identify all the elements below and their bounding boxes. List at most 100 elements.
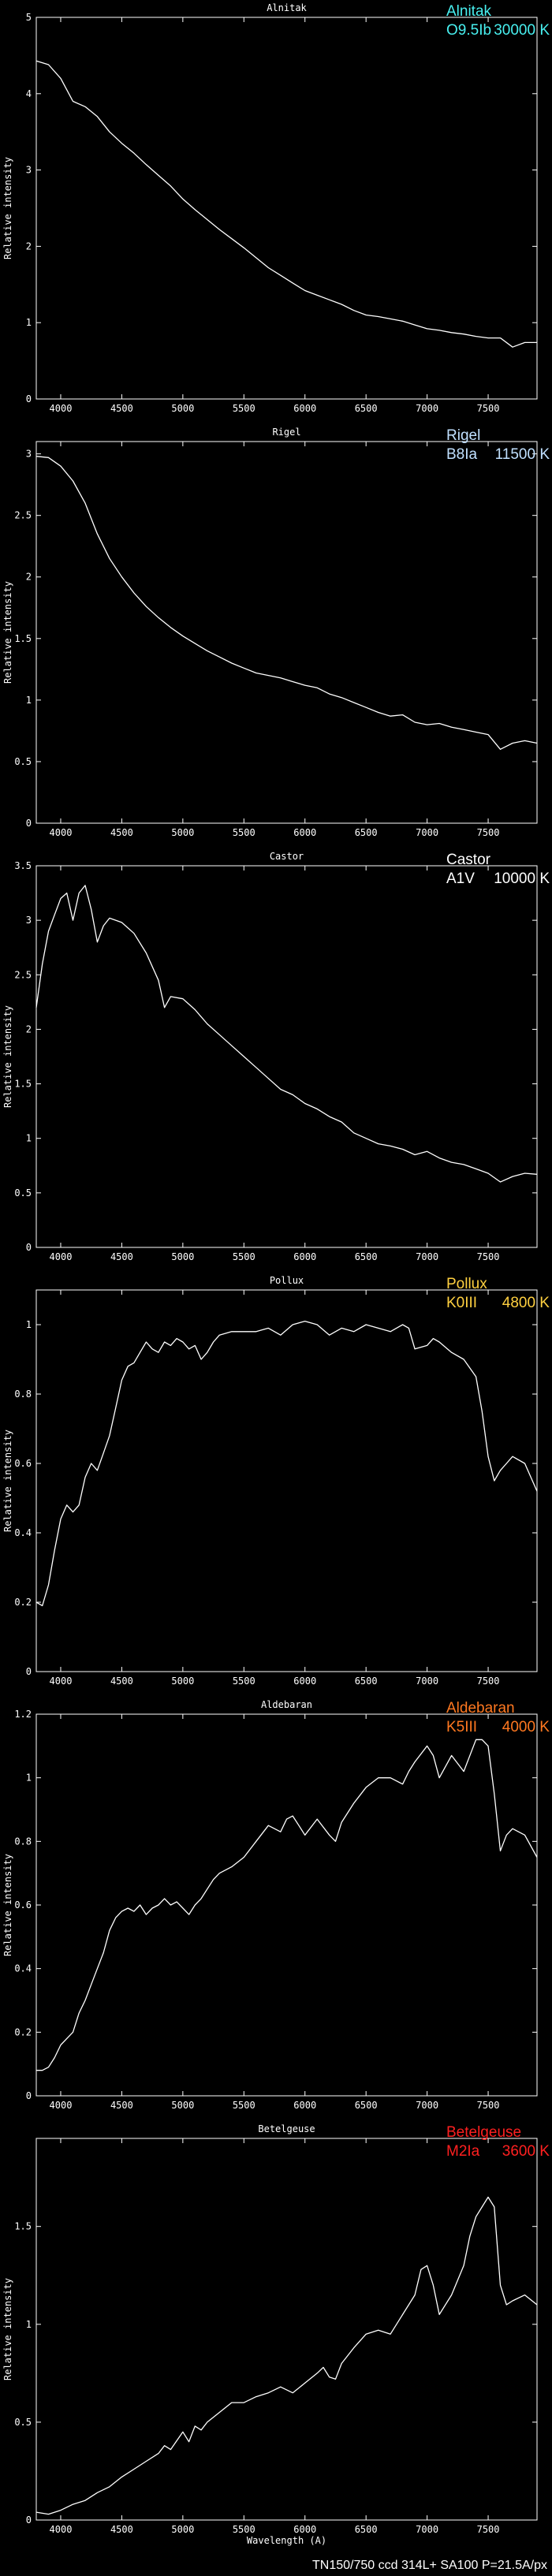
star-name: Alnitak [446, 3, 492, 20]
y-tick-label: 0.5 [14, 756, 32, 767]
x-tick-label: 4000 [50, 1676, 73, 1687]
x-tick-label: 4500 [110, 827, 133, 838]
y-tick-label: 1.2 [14, 1709, 32, 1720]
y-tick-label: 2 [26, 240, 32, 252]
y-tick-label: 1.5 [14, 2221, 32, 2232]
x-tick-label: 4500 [110, 1676, 133, 1687]
chart-panel-3: Pollux 0 0.2 0.4 0.6 0.8 1 4000 4500 5000 5500 6000… [2, 1275, 550, 1687]
y-tick-label: 1 [26, 1319, 32, 1330]
chart-title: Pollux [270, 1275, 304, 1286]
chart-panel-1: Rigel 0 0.5 1 1.5 2 2.5 3 4000 4500 5000 5500 6000 65… [2, 427, 550, 838]
star-temperature: 10000 K [494, 870, 550, 887]
plot-frame [35, 2138, 538, 2521]
series-line [35, 885, 538, 1183]
x-tick-label: 7000 [416, 827, 438, 838]
plot-frame [35, 441, 538, 824]
y-tick-label: 0 [26, 2514, 32, 2526]
chart-panel-4: Aldebaran 0 0.2 0.4 0.6 0.8 1 1.2 4000 4500 5000 55… [2, 1699, 550, 2111]
plot-frame [35, 1713, 538, 2097]
x-tick-label: 4000 [50, 403, 73, 414]
x-tick-label: 5500 [233, 2100, 255, 2111]
star-spectral-type: A1V [446, 870, 475, 887]
y-tick-label: 0 [26, 1666, 32, 1677]
chart-title: Rigel [272, 427, 300, 438]
star-temperature: 3600 K [502, 2143, 550, 2160]
y-tick-label: 1.5 [14, 1079, 32, 1090]
x-tick-label: 6500 [355, 2524, 378, 2535]
x-tick-label: 6500 [355, 1676, 378, 1687]
x-tick-label: 7500 [477, 2524, 500, 2535]
y-tick-label: 1 [26, 695, 32, 706]
x-tick-label: 5500 [233, 827, 255, 838]
y-axis-label: Relative intensity [2, 1430, 13, 1532]
x-tick-label: 4000 [50, 2100, 73, 2111]
x-tick-label: 7500 [477, 1676, 500, 1687]
star-temperature: 4800 K [502, 1295, 550, 1311]
y-tick-label: 1 [26, 1133, 32, 1144]
plot-frame [35, 17, 538, 400]
y-tick-label: 0.5 [14, 1187, 32, 1199]
y-tick-label: 0 [26, 2090, 32, 2101]
x-tick-label: 6500 [355, 827, 378, 838]
y-tick-label: 0 [26, 1242, 32, 1253]
star-spectral-type: B8Ia [446, 446, 478, 463]
x-tick-label: 6500 [355, 403, 378, 414]
y-tick-label: 2.5 [14, 969, 32, 980]
y-tick-label: 2.5 [14, 510, 32, 521]
x-tick-label: 5500 [233, 2524, 255, 2535]
y-tick-label: 2 [26, 572, 32, 583]
x-tick-label: 6500 [355, 1251, 378, 1262]
x-tick-label: 7000 [416, 1676, 438, 1687]
star-spectral-type: K0III [446, 1295, 477, 1311]
x-tick-label: 5000 [171, 827, 194, 838]
x-tick-label: 4000 [50, 2524, 73, 2535]
y-axis-label: Relative intensity [2, 1005, 13, 1108]
y-tick-label: 3.5 [14, 860, 32, 871]
x-tick-label: 5000 [171, 2524, 194, 2535]
y-axis-label: Relative intensity [2, 157, 13, 259]
series-line [35, 2196, 538, 2515]
y-tick-label: 0.8 [14, 1389, 32, 1400]
x-axis-label: Wavelength (A) [247, 2535, 326, 2546]
x-tick-label: 4500 [110, 2524, 133, 2535]
y-tick-label: 0.4 [14, 1527, 32, 1538]
chart-panel-0: Alnitak 0 1 2 3 4 5 4000 4500 5000 5500 6000 6500 700… [2, 2, 550, 414]
x-tick-label: 5000 [171, 1251, 194, 1262]
x-tick-label: 6000 [293, 2100, 316, 2111]
star-spectral-type: O9.5Ib [446, 22, 491, 39]
y-tick-label: 4 [26, 88, 32, 99]
x-tick-label: 7500 [477, 2100, 500, 2111]
x-tick-label: 6000 [293, 1676, 316, 1687]
x-tick-label: 7000 [416, 1251, 438, 1262]
x-tick-label: 7000 [416, 403, 438, 414]
star-spectral-type: M2Ia [446, 2143, 480, 2160]
y-tick-label: 0.8 [14, 1836, 32, 1847]
x-tick-label: 4000 [50, 1251, 73, 1262]
star-name: Pollux [446, 1276, 487, 1292]
star-name: Castor [446, 852, 491, 868]
y-tick-label: 2 [26, 1023, 32, 1035]
x-tick-label: 4500 [110, 403, 133, 414]
star-name: Aldebaran [446, 1700, 515, 1717]
y-tick-label: 0.2 [14, 1597, 32, 1608]
plot-frame [35, 865, 538, 1248]
y-tick-label: 3 [26, 449, 32, 460]
x-tick-label: 4500 [110, 1251, 133, 1262]
y-tick-label: 0.5 [14, 2417, 32, 2428]
y-tick-label: 0 [26, 393, 32, 404]
y-axis-label: Relative intensity [2, 1854, 13, 1956]
series-line [35, 456, 538, 750]
y-tick-label: 5 [26, 12, 32, 23]
x-tick-label: 5500 [233, 1251, 255, 1262]
x-tick-label: 7000 [416, 2100, 438, 2111]
chart-panel-5: Betelgeuse 0 0.5 1 1.5 4000 4500 5000 5500 6000 65… [2, 2123, 550, 2546]
x-tick-label: 4000 [50, 827, 73, 838]
star-spectral-type: K5III [446, 1719, 477, 1735]
x-tick-label: 6000 [293, 827, 316, 838]
y-tick-label: 0 [26, 818, 32, 829]
y-tick-label: 0.6 [14, 1458, 32, 1469]
y-axis-label: Relative intensity [2, 2278, 13, 2380]
star-temperature: 4000 K [502, 1719, 550, 1735]
series-line [35, 1320, 538, 1607]
series-line [35, 60, 537, 348]
